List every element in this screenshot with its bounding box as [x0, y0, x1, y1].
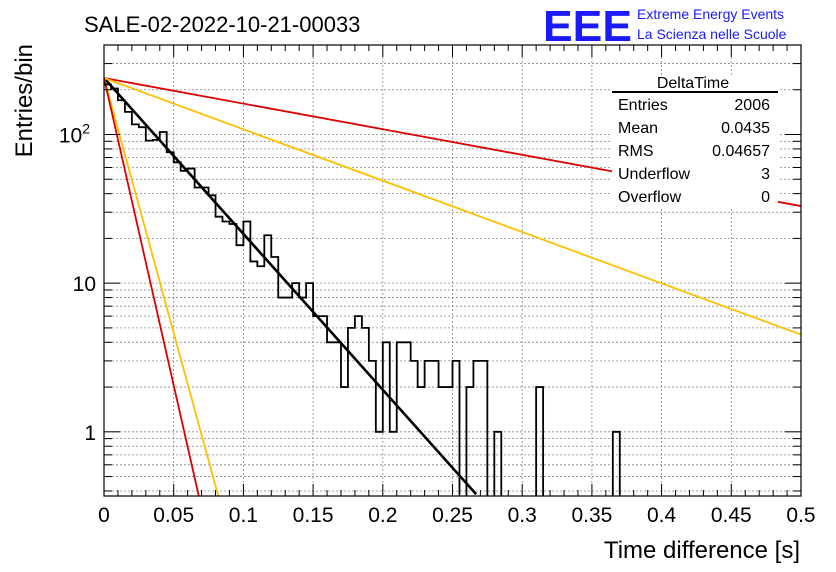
y-tick-label: 1	[84, 422, 96, 445]
series-line-yellow-slow	[104, 77, 801, 336]
x-tick-label: 0.5	[786, 504, 815, 527]
stats-value-mean: 0.0435	[721, 120, 770, 137]
run-title: SALE-02-2022-10-21-00033	[84, 12, 360, 37]
stats-label-underflow: Underflow	[618, 166, 690, 183]
x-tick-label: 0.25	[432, 504, 473, 527]
stats-label-overflow: Overflow	[618, 189, 682, 206]
histogram-deltatime	[104, 83, 621, 496]
y-axis-label: Entries/bin	[11, 44, 38, 157]
series-line-red-fast	[104, 77, 200, 496]
x-tick-label: 0	[98, 504, 110, 527]
x-axis-label: Time difference [s]	[604, 537, 800, 564]
series-line-yellow-fast	[104, 77, 220, 496]
eee-logo: EEE	[543, 2, 632, 51]
stats-label-mean: Mean	[618, 120, 658, 137]
plot-content	[104, 77, 801, 496]
axis-ticks: 0 0.05 0.1 0.15 0.2 0.25 0.3 0.35 0.4 0.45 0.5 1 10 1…	[59, 45, 816, 527]
x-tick-label: 0.15	[293, 504, 334, 527]
stats-value-underflow: 3	[761, 166, 770, 183]
stats-value-entries: 2006	[734, 97, 770, 114]
stats-label-entries: Entries	[618, 97, 668, 114]
y-tick-label: 102	[59, 120, 90, 147]
x-tick-label: 0.45	[711, 504, 752, 527]
project-name-line1: Extreme Energy Events	[637, 6, 784, 22]
stats-box-title: DeltaTime	[657, 75, 729, 92]
x-tick-label: 0.4	[647, 504, 677, 527]
stats-box-background	[612, 77, 778, 207]
stats-box: DeltaTime Entries 2006 Mean 0.0435 RMS 0…	[612, 75, 778, 207]
x-tick-label: 0.2	[368, 504, 397, 527]
x-tick-label: 0.05	[153, 504, 194, 527]
x-tick-label: 0.1	[229, 504, 258, 527]
project-name-line2: La Scienza nelle Scuole	[637, 26, 787, 42]
stats-value-rms: 0.04657	[712, 143, 770, 160]
y-tick-label: 10	[73, 273, 96, 296]
stats-value-overflow: 0	[761, 189, 770, 206]
stats-label-rms: RMS	[618, 143, 654, 160]
x-tick-label: 0.35	[571, 504, 612, 527]
x-tick-label: 0.3	[508, 504, 537, 527]
plot-frame	[103, 44, 802, 497]
